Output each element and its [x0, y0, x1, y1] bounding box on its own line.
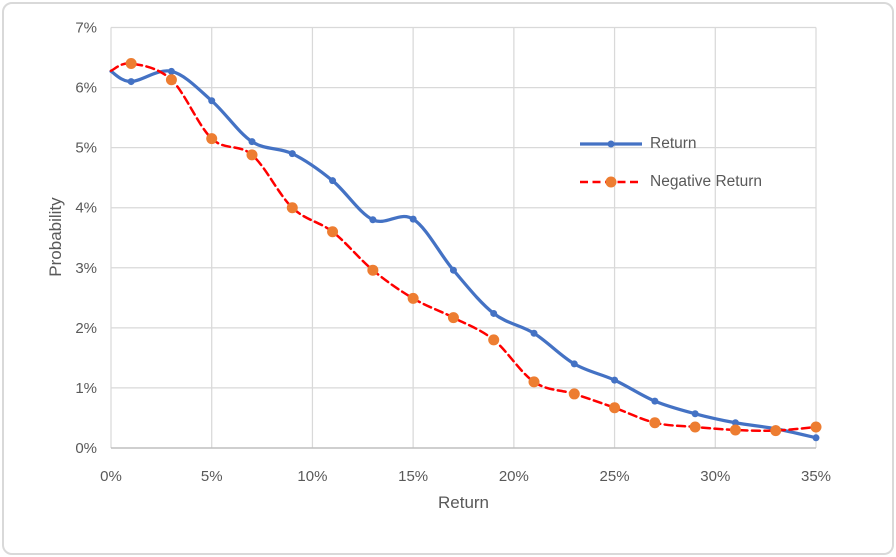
negative-return-marker — [206, 133, 218, 145]
x-tick-label: 10% — [297, 468, 327, 485]
return-marker — [490, 309, 498, 317]
negative-return-marker — [125, 58, 137, 70]
negative-return-marker — [729, 424, 741, 436]
y-axis-title: Probability — [46, 197, 65, 277]
x-tick-label: 30% — [700, 468, 730, 485]
return-marker — [369, 216, 377, 224]
x-tick-label: 15% — [398, 468, 428, 485]
negative-return-marker — [528, 376, 540, 388]
legend-marker — [607, 140, 615, 148]
return-line — [109, 69, 818, 440]
negative-return-marker — [327, 226, 339, 238]
return-marker — [570, 360, 578, 368]
negative-return-marker — [649, 417, 661, 429]
return-marker — [651, 397, 659, 405]
x-tick-label: 35% — [801, 468, 831, 485]
negative-return-marker — [367, 264, 379, 276]
return-marker — [127, 78, 135, 86]
negative-return-marker — [246, 149, 258, 161]
legend-label-return: Return — [650, 135, 697, 152]
y-tick-label: 1% — [75, 380, 97, 397]
negative-return-marker — [488, 334, 500, 346]
y-tick-label: 0% — [75, 440, 97, 457]
return-line-swatch-icon — [580, 140, 642, 148]
return-marker — [530, 329, 538, 337]
x-tick-label: 25% — [600, 468, 630, 485]
negative-return-marker — [407, 292, 419, 304]
return-marker — [731, 419, 739, 427]
x-tick-label: 0% — [100, 468, 122, 485]
return-marker — [691, 410, 699, 418]
negative-return-line — [109, 62, 818, 433]
return-marker — [288, 150, 296, 158]
y-tick-label: 3% — [75, 260, 97, 277]
negative-return-marker — [770, 425, 782, 437]
legend-item-negative-return: Negative Return — [580, 169, 762, 195]
x-tick-label: 5% — [201, 468, 223, 485]
negative-return-marker — [568, 388, 580, 400]
negative-return-marker — [447, 312, 459, 324]
negative-return-marker — [689, 421, 701, 433]
negative-return-marker — [810, 421, 822, 433]
legend-item-return: Return — [580, 131, 762, 157]
legend-label-negative-return: Negative Return — [650, 173, 763, 190]
return-marker — [449, 266, 457, 274]
y-tick-label: 6% — [75, 80, 97, 97]
y-tick-label: 4% — [75, 200, 97, 217]
negative-return-marker — [286, 202, 298, 214]
x-tick-label: 20% — [499, 468, 529, 485]
legend-marker — [605, 176, 617, 188]
negative-return-marker — [609, 402, 621, 414]
y-tick-label: 7% — [75, 20, 97, 37]
y-tick-label: 2% — [75, 320, 97, 337]
negative-return-marker — [165, 74, 177, 86]
return-marker — [812, 434, 820, 442]
negative-return-line-swatch-icon — [580, 176, 642, 188]
return-marker — [611, 376, 619, 384]
return-marker — [167, 67, 175, 75]
y-tick-label: 5% — [75, 140, 97, 157]
return-marker — [208, 97, 216, 105]
return-marker — [329, 177, 337, 185]
return-marker — [248, 138, 256, 146]
return-marker — [409, 215, 417, 223]
legend: Return Negative Return — [580, 131, 762, 195]
x-axis-title: Return — [437, 493, 490, 512]
